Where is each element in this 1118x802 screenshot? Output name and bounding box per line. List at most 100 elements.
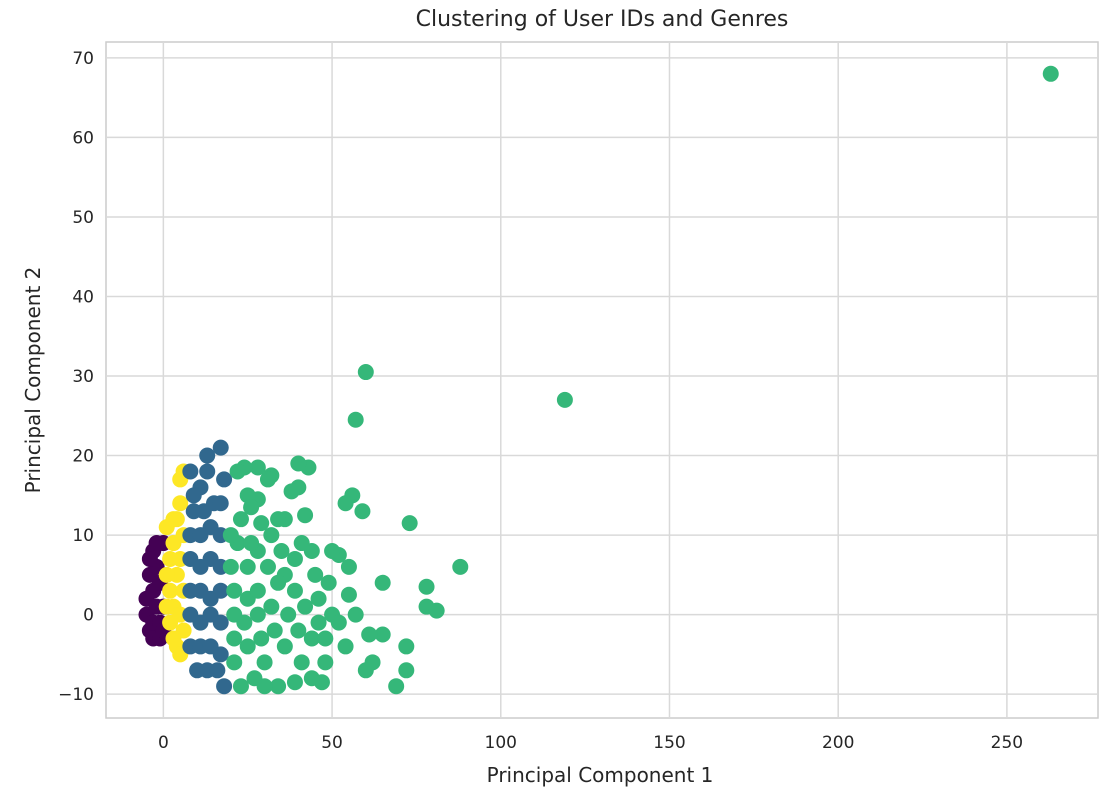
data-point <box>212 495 229 512</box>
data-point <box>398 638 415 655</box>
data-point <box>226 582 243 599</box>
data-point <box>182 463 199 480</box>
data-point <box>297 598 314 615</box>
data-point <box>253 630 270 647</box>
data-point <box>361 626 378 643</box>
data-point <box>286 674 303 691</box>
data-point <box>286 550 303 567</box>
data-point <box>263 598 280 615</box>
y-tick-label: 70 <box>72 49 94 69</box>
data-point <box>303 670 320 687</box>
data-point <box>556 391 573 408</box>
y-tick-label: −10 <box>58 685 94 705</box>
data-point <box>199 463 216 480</box>
x-tick-label: 200 <box>822 733 854 753</box>
data-point <box>273 542 290 559</box>
data-point <box>310 614 327 631</box>
data-point <box>337 495 354 512</box>
data-point <box>283 483 300 500</box>
data-point <box>337 638 354 655</box>
data-point <box>354 503 371 520</box>
data-point <box>175 622 192 639</box>
data-point <box>320 574 337 591</box>
data-point <box>209 662 226 679</box>
y-tick-label: 40 <box>72 287 94 307</box>
data-point <box>226 630 243 647</box>
data-point <box>290 622 307 639</box>
data-point <box>317 630 334 647</box>
x-tick-label: 100 <box>485 733 517 753</box>
data-point <box>249 582 266 599</box>
data-point <box>212 439 229 456</box>
data-point <box>286 582 303 599</box>
data-points <box>138 65 1059 695</box>
x-tick-label: 250 <box>991 733 1023 753</box>
x-axis-label: Principal Component 1 <box>487 763 714 787</box>
data-point <box>340 586 357 603</box>
data-point <box>222 558 239 575</box>
data-point <box>270 678 287 695</box>
data-point <box>249 459 266 476</box>
data-point <box>212 614 229 631</box>
data-point <box>266 622 283 639</box>
data-point <box>172 495 189 512</box>
data-point <box>276 638 293 655</box>
data-point <box>347 606 364 623</box>
data-point <box>249 606 266 623</box>
y-tick-label: 0 <box>83 606 94 626</box>
data-point <box>418 578 435 595</box>
data-point <box>317 654 334 671</box>
data-point <box>222 527 239 544</box>
data-point <box>162 582 179 599</box>
data-point <box>216 471 233 488</box>
data-point <box>212 582 229 599</box>
data-point <box>158 598 175 615</box>
data-point <box>236 614 253 631</box>
y-tick-label: 60 <box>72 128 94 148</box>
data-point <box>148 535 165 552</box>
data-point <box>256 678 273 695</box>
x-tick-labels: 0 50 100 150 200 250 <box>158 733 1023 753</box>
data-point <box>357 662 374 679</box>
data-point <box>280 606 297 623</box>
x-tick-label: 150 <box>653 733 685 753</box>
x-tick-label: 0 <box>158 733 169 753</box>
data-point <box>158 566 175 583</box>
data-point <box>256 654 273 671</box>
data-point <box>374 574 391 591</box>
data-point <box>293 535 310 552</box>
data-point <box>253 515 270 532</box>
data-point <box>270 511 287 528</box>
data-point <box>232 511 249 528</box>
data-point <box>398 662 415 679</box>
data-point <box>388 678 405 695</box>
data-point <box>232 678 249 695</box>
data-point <box>290 455 307 472</box>
data-point <box>297 507 314 524</box>
data-point <box>216 678 233 695</box>
data-point <box>270 574 287 591</box>
chart-title: Clustering of User IDs and Genres <box>416 7 789 32</box>
data-point <box>452 558 469 575</box>
data-point <box>239 558 256 575</box>
x-tick-label: 50 <box>321 733 343 753</box>
data-point <box>401 515 418 532</box>
y-tick-label: 30 <box>72 367 94 387</box>
data-point <box>199 447 216 464</box>
data-point <box>374 626 391 643</box>
y-tick-label: 10 <box>72 526 94 546</box>
data-point <box>293 654 310 671</box>
y-axis-label: Principal Component 2 <box>21 267 45 494</box>
data-point <box>141 550 158 567</box>
data-point <box>1042 65 1059 82</box>
data-point <box>347 411 364 428</box>
data-point <box>229 463 246 480</box>
data-point <box>243 535 260 552</box>
data-point <box>185 487 202 504</box>
data-point <box>263 527 280 544</box>
data-point <box>324 542 341 559</box>
data-point <box>310 590 327 607</box>
data-point <box>357 364 374 381</box>
data-point <box>259 558 276 575</box>
